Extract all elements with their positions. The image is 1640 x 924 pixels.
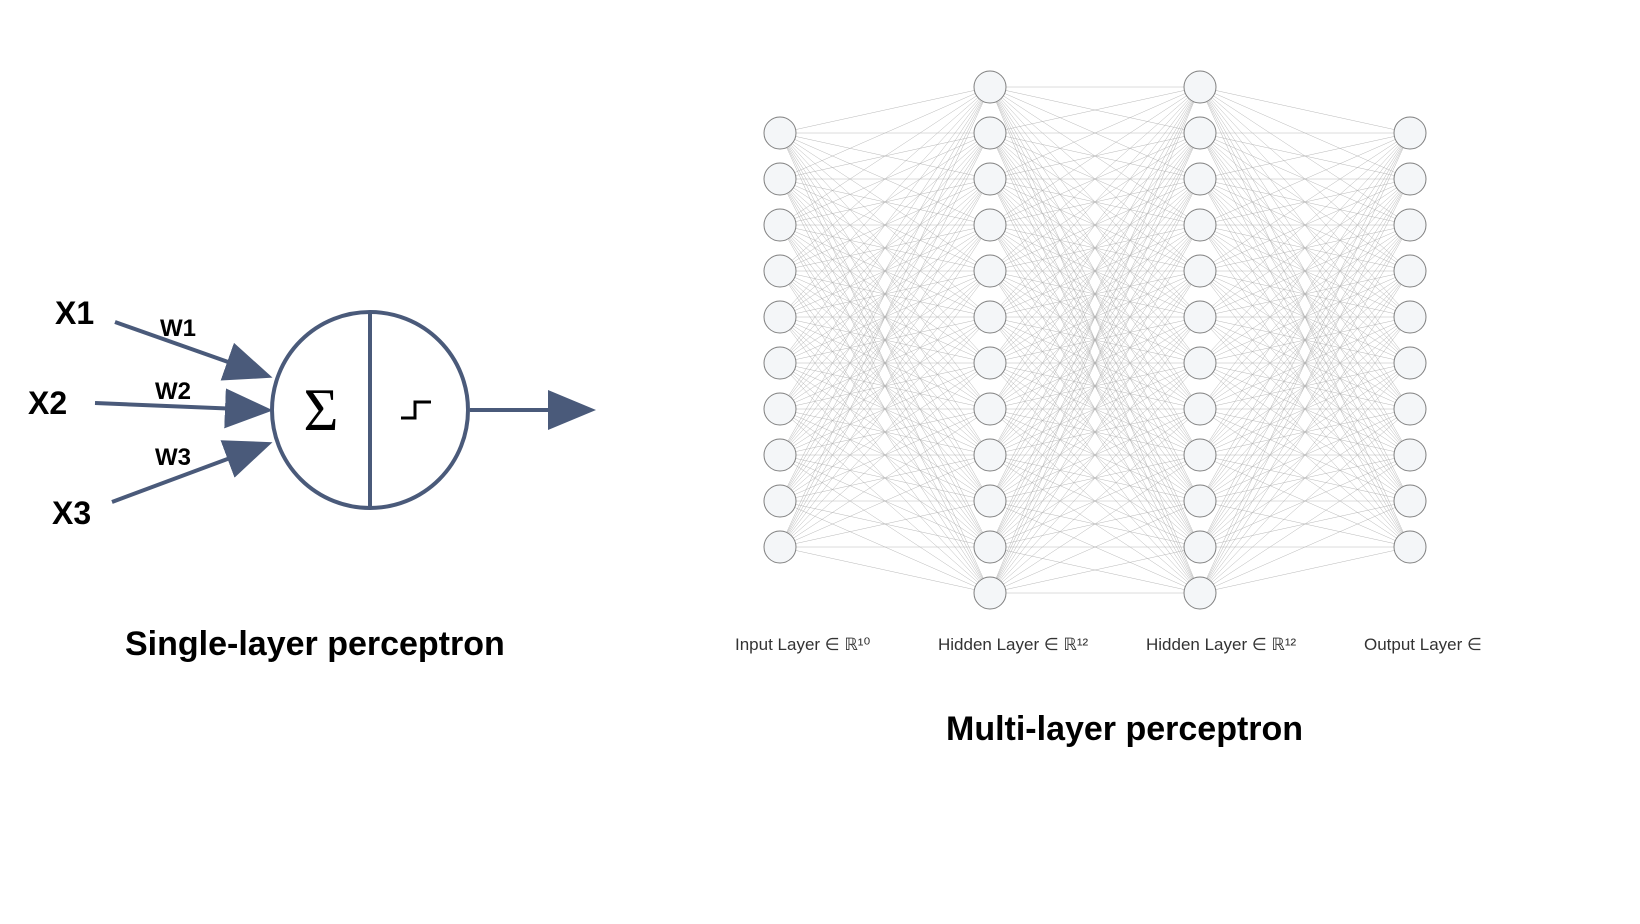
- mlp-edge: [780, 547, 990, 593]
- mlp-node: [764, 485, 796, 517]
- mlp-node: [974, 163, 1006, 195]
- mlp-edge: [1200, 179, 1410, 593]
- mlp-node: [1184, 163, 1216, 195]
- mlp-node: [1394, 393, 1426, 425]
- mlp-node: [1184, 71, 1216, 103]
- mlp-node: [764, 393, 796, 425]
- mlp-node: [1184, 117, 1216, 149]
- mlp-title: Multi-layer perceptron: [946, 710, 1303, 749]
- mlp-edge: [1200, 87, 1410, 133]
- mlp-node: [974, 531, 1006, 563]
- mlp-node: [974, 301, 1006, 333]
- mlp-node: [1184, 255, 1216, 287]
- mlp-node: [764, 301, 796, 333]
- mlp-node: [1394, 301, 1426, 333]
- mlp-layer-label: Hidden Layer ∈ ℝ¹²: [1146, 635, 1296, 655]
- mlp-edge: [780, 87, 990, 409]
- mlp-node: [1184, 301, 1216, 333]
- mlp-node: [764, 117, 796, 149]
- mlp-node: [764, 163, 796, 195]
- mlp-edge: [780, 87, 990, 133]
- mlp-node: [1184, 439, 1216, 471]
- mlp-node: [1394, 209, 1426, 241]
- mlp-node: [974, 439, 1006, 471]
- mlp-node: [1184, 531, 1216, 563]
- mlp-node: [1394, 163, 1426, 195]
- mlp-node: [1394, 485, 1426, 517]
- mlp-node: [974, 209, 1006, 241]
- mlp-node: [1394, 347, 1426, 379]
- mlp-node: [764, 255, 796, 287]
- mlp-node: [764, 439, 796, 471]
- mlp-node: [974, 71, 1006, 103]
- mlp-node: [974, 347, 1006, 379]
- mlp-node: [974, 255, 1006, 287]
- mlp-edge: [1200, 271, 1410, 593]
- mlp-node: [1394, 439, 1426, 471]
- mlp-node: [764, 209, 796, 241]
- mlp-layer-label: Input Layer ∈ ℝ¹⁰: [735, 635, 870, 655]
- mlp-node: [974, 577, 1006, 609]
- mlp-node: [1394, 531, 1426, 563]
- mlp-node: [1394, 117, 1426, 149]
- mlp-node: [1394, 255, 1426, 287]
- mlp-edge: [780, 87, 990, 501]
- mlp-node: [1184, 209, 1216, 241]
- mlp-node: [1184, 347, 1216, 379]
- mlp-node: [764, 531, 796, 563]
- mlp-edge: [1200, 547, 1410, 593]
- mlp-node: [974, 117, 1006, 149]
- mlp-node: [1184, 485, 1216, 517]
- mlp-node: [1184, 393, 1216, 425]
- mlp-layer-label: Output Layer ∈: [1364, 635, 1482, 655]
- mlp-diagram: [0, 0, 1640, 700]
- mlp-layer-label: Hidden Layer ∈ ℝ¹²: [938, 635, 1088, 655]
- mlp-node: [974, 393, 1006, 425]
- mlp-node: [1184, 577, 1216, 609]
- mlp-node: [974, 485, 1006, 517]
- mlp-node: [764, 347, 796, 379]
